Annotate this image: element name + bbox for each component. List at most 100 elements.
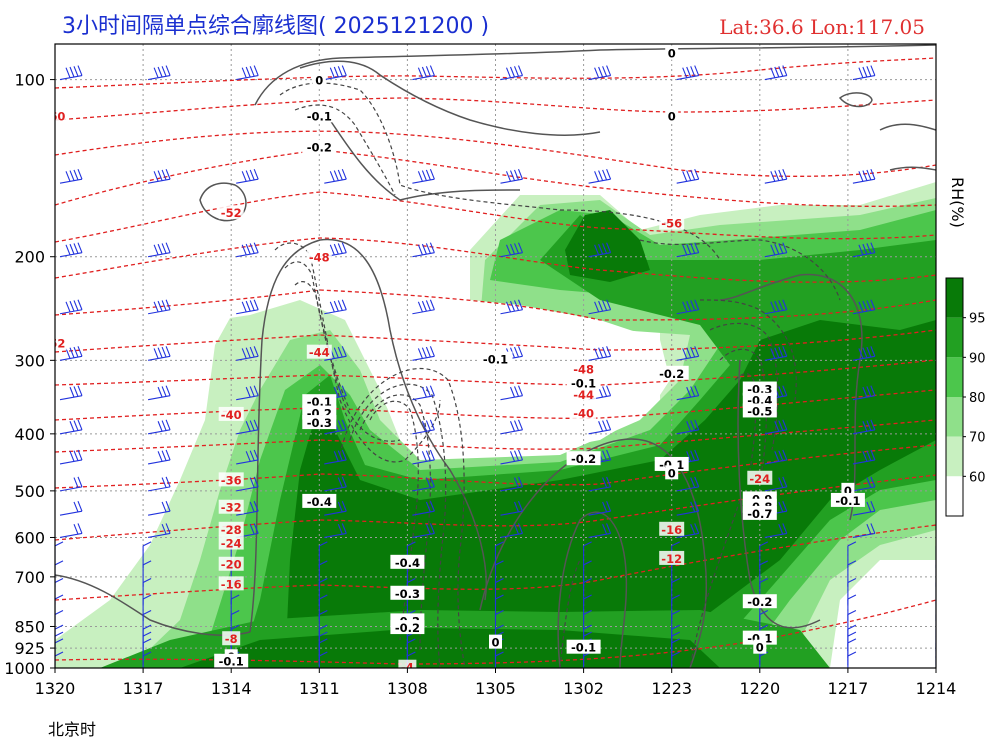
wind-barb (500, 476, 524, 492)
omega-zero-contour (299, 60, 601, 136)
wind-barb (412, 501, 435, 516)
temperature-label: -24 (747, 470, 773, 486)
rh-colorbar: 95 90 80 70 60 (945, 277, 986, 517)
wind-barb (236, 501, 259, 516)
wind-barb (759, 651, 769, 668)
wind-barb (500, 168, 524, 184)
svg-text:-0.1: -0.1 (571, 641, 596, 655)
svg-text:-4: -4 (401, 661, 414, 675)
wind-barb (852, 476, 876, 492)
svg-text:-0.1: -0.1 (571, 376, 596, 390)
wind-barb (676, 299, 700, 315)
wind-barb (847, 651, 857, 668)
wind-barb (852, 346, 876, 361)
colorbar-segment (946, 278, 963, 318)
temperature-label: -8 (222, 631, 241, 646)
wind-barb (500, 299, 524, 315)
omega-contour-0.2 (349, 383, 447, 668)
colorbar-segment (946, 436, 963, 477)
wind-barb (764, 346, 788, 361)
svg-text:0: 0 (668, 109, 676, 123)
wind-barb (500, 65, 524, 81)
chart-title: 3小时间隔单点综合廓线图 (62, 14, 318, 39)
temperature-label: -48 (306, 249, 332, 265)
omega-contour-0.2 (699, 299, 797, 401)
wind-barb (59, 65, 83, 81)
wind-barb (500, 419, 524, 435)
svg-text:-0.4: -0.4 (395, 556, 420, 570)
wind-barb (500, 385, 524, 401)
wind-barb (588, 65, 612, 81)
x-tick-label: 1220 (739, 679, 780, 698)
y-tick-label: 700 (14, 568, 45, 587)
omega-zero-contour (889, 166, 936, 171)
svg-text:-0.5: -0.5 (747, 404, 772, 418)
isotherm-28 (55, 359, 936, 386)
wind-barb (676, 168, 700, 184)
wind-barb (412, 168, 435, 184)
wind-barb (500, 501, 524, 516)
svg-text:0: 0 (668, 47, 676, 61)
wind-barb (148, 419, 171, 435)
svg-text:-40: -40 (573, 407, 594, 421)
svg-text:-0.2: -0.2 (395, 621, 420, 635)
svg-text:0: 0 (756, 641, 764, 655)
omega-contours (55, 44, 936, 668)
svg-text:-0.4: -0.4 (307, 495, 332, 509)
omega-contour-0.3 (709, 322, 779, 451)
wind-barb (55, 638, 64, 665)
wind-barb (55, 594, 64, 621)
svg-text:-0.3: -0.3 (307, 416, 332, 430)
svg-text:-0.1: -0.1 (835, 494, 860, 508)
wind-barb (852, 501, 876, 516)
svg-text:-60: -60 (45, 109, 66, 123)
x-axis-label: 北京时 (48, 720, 96, 739)
wind-barb (55, 541, 64, 568)
isotherm-8 (55, 524, 936, 601)
omega-label: -0.1 (566, 375, 601, 390)
omega-label: -0.3 (390, 585, 425, 601)
svg-text:-48: -48 (573, 363, 594, 377)
wind-barb (324, 168, 347, 184)
svg-text:-20: -20 (221, 558, 242, 572)
wind-barb (852, 299, 876, 315)
wind-barb (148, 449, 171, 465)
wind-barbs (55, 65, 936, 668)
y-tick-label: 1000 (4, 659, 45, 678)
wind-barb (324, 449, 347, 465)
wind-barb (676, 419, 700, 435)
x-tick-label: 1317 (123, 679, 164, 698)
wind-barb (494, 651, 504, 668)
omega-label: 0 (665, 465, 679, 480)
omega-zero-contour (249, 238, 487, 633)
temperature-labels: -60-56-52-52-48-44-40-36-32-28-24-20-16-… (45, 108, 773, 675)
x-tick-label: 1314 (211, 679, 252, 698)
wind-barb (324, 476, 347, 492)
temperature-label: -28 (218, 521, 244, 537)
wind-barb (55, 560, 64, 587)
omega-label: -0.1 (566, 639, 601, 655)
temperature-label: -56 (659, 215, 685, 231)
svg-text:-40: -40 (221, 408, 242, 422)
omega-contour-0.1 (559, 559, 581, 668)
x-tick-label: 1311 (299, 679, 340, 698)
omega-zero-contour (719, 273, 863, 521)
svg-text:0: 0 (491, 636, 499, 650)
omega-dashed-contours (274, 82, 841, 668)
svg-text:-0.1: -0.1 (483, 353, 508, 367)
wind-barb (412, 299, 435, 315)
temperature-label: -16 (218, 576, 244, 591)
y-tick-label: 100 (14, 71, 45, 90)
temperature-label: -12 (659, 550, 685, 566)
svg-text:-0.2: -0.2 (747, 595, 772, 609)
wind-barb (852, 385, 876, 401)
omega-label: 0 (312, 72, 326, 88)
wind-barb (236, 385, 259, 401)
omega-label: -0.2 (390, 620, 425, 635)
wind-barb (59, 346, 83, 361)
wind-barb (412, 385, 435, 401)
omega-contour-0.4 (369, 400, 419, 641)
wind-barb (764, 168, 788, 184)
wind-barb (236, 299, 259, 315)
